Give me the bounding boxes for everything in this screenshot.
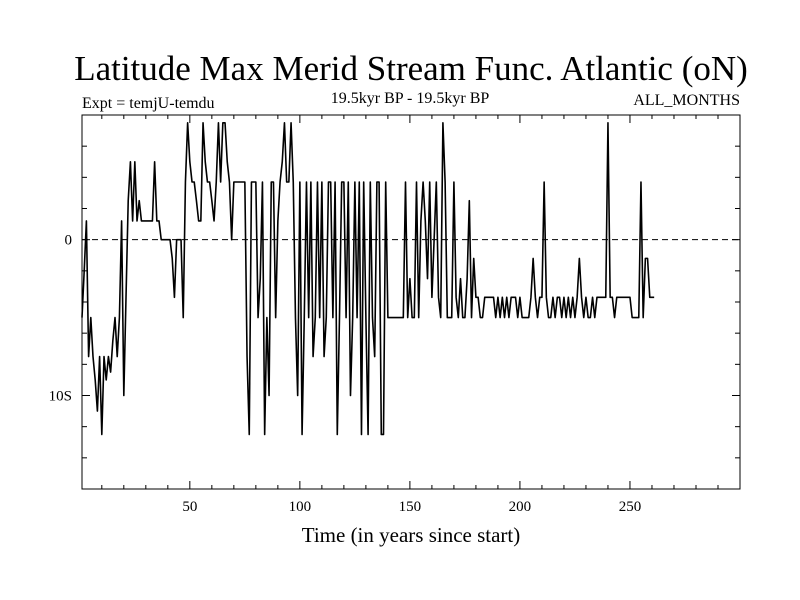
- experiment-label: Expt = temjU-temdu: [82, 95, 215, 112]
- x-tick-label: 150: [399, 499, 422, 515]
- period-label: 19.5kyr BP - 19.5kyr BP: [331, 90, 490, 107]
- y-tick-label: 0: [65, 233, 73, 249]
- x-tick-label: 200: [509, 499, 532, 515]
- x-tick-label: 100: [289, 499, 312, 515]
- plot-frame: [81, 114, 741, 490]
- series-line: [81, 121, 655, 436]
- x-tick-label: 250: [619, 499, 642, 515]
- x-tick-label: 50: [182, 499, 197, 515]
- months-label: ALL_MONTHS: [633, 92, 740, 109]
- x-axis-label: Time (in years since start): [302, 523, 521, 547]
- y-tick-label: 10S: [49, 389, 72, 405]
- chart-title: Latitude Max Merid Stream Func. Atlantic…: [74, 49, 748, 88]
- plot-area: [81, 115, 740, 489]
